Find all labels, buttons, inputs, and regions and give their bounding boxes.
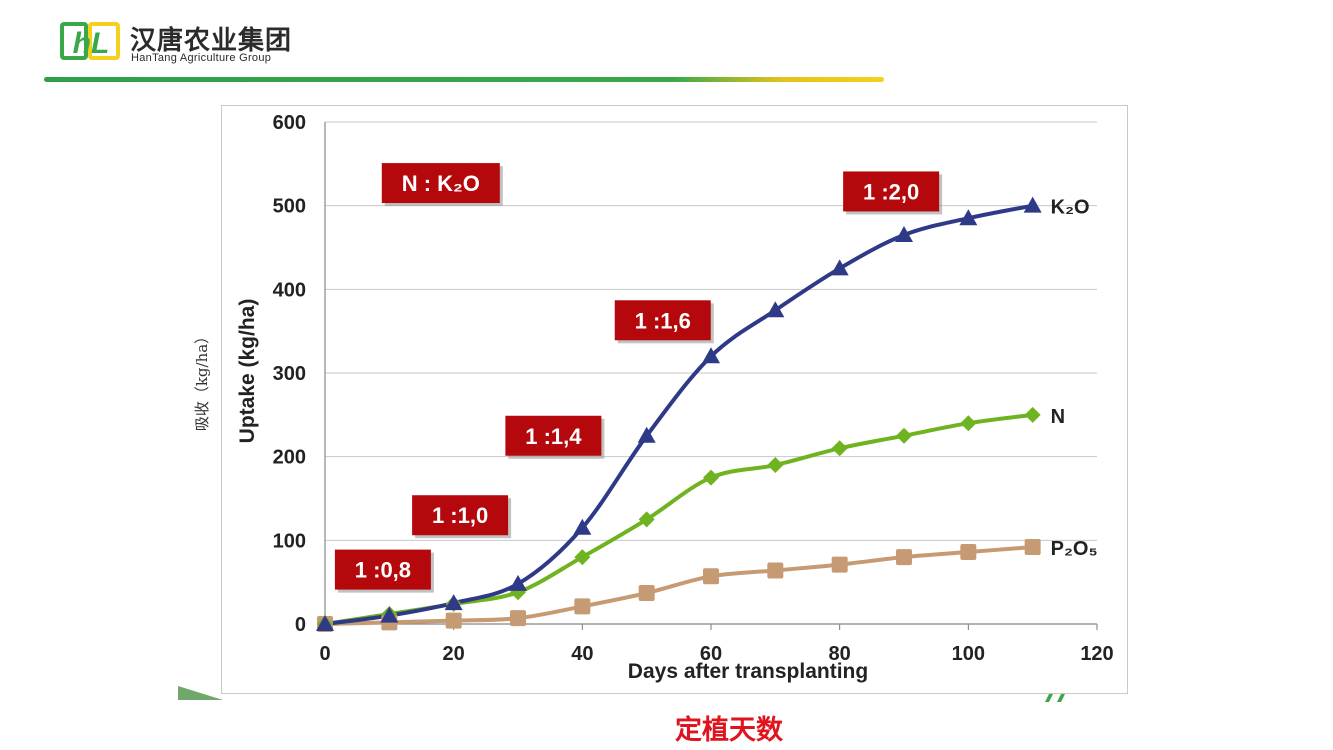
- annotation-text-2: 1 :1,0: [432, 503, 488, 528]
- y-tick-label-300: 300: [273, 363, 306, 385]
- y-tick-label-0: 0: [295, 614, 306, 636]
- footer-days-label: 定植天数: [675, 715, 783, 746]
- series-label-2: P₂O₅: [1051, 538, 1098, 560]
- marker-s0-80: [830, 259, 849, 276]
- ratio-annotation-4: 1 :1,6: [614, 300, 714, 344]
- ratio-annotation-5: 1 :2,0: [843, 171, 943, 215]
- x-tick-labels: 0 20 40 60 80 100 120: [319, 643, 1113, 665]
- decorative-green-wedge-icon: [178, 686, 223, 700]
- marker-s0-20: [444, 594, 463, 611]
- y-tick-label-400: 400: [273, 279, 306, 301]
- header-divider: [44, 77, 884, 82]
- series-label-1: N: [1051, 406, 1065, 428]
- marker-s1-60: [703, 469, 719, 486]
- marker-s0-110: [1023, 196, 1042, 213]
- marker-s2-60: [703, 568, 719, 585]
- marker-s1-110: [1024, 406, 1041, 423]
- y-axis-label: Uptake (kg/ha): [236, 299, 259, 444]
- company-name-cn: 汉唐农业集团: [130, 26, 293, 56]
- marker-s1-50: [638, 511, 655, 528]
- chart-frame: 0 100 200 300 400 500 600 0 20 40 60 80 100 120 P₂O₅…: [221, 105, 1128, 694]
- annotation-text-3: 1 :1,4: [525, 424, 582, 449]
- ratio-annotation-2: 1 :1,0: [412, 495, 512, 539]
- annotation-box-0: [381, 163, 500, 204]
- annotation-text-0: N : K₂O: [402, 171, 480, 196]
- marker-s0-60: [702, 347, 720, 364]
- logo-mark-icon: hL: [60, 22, 120, 60]
- marker-s2-90: [896, 549, 912, 566]
- y-tick-label-500: 500: [273, 196, 306, 218]
- uptake-line-chart: 0 100 200 300 400 500 600 0 20 40 60 80 100 120 P₂O₅…: [236, 112, 1114, 683]
- company-logo: hL 汉唐农业集团 HanTang Agriculture Group: [60, 20, 320, 68]
- x-tick-label-100: 100: [952, 643, 985, 665]
- ratio-annotation-0: N : K₂O: [381, 163, 503, 207]
- marker-s2-80: [831, 556, 848, 573]
- cn-y-axis-label: 吸收（kg/ha）: [193, 329, 211, 431]
- annotation-box-3: [505, 415, 602, 456]
- marker-s1-80: [831, 440, 848, 457]
- company-name-en: HanTang Agriculture Group: [131, 52, 272, 64]
- annotation-box-1: [334, 549, 431, 590]
- y-tick-label-600: 600: [273, 112, 306, 134]
- marker-s0-30: [509, 574, 527, 591]
- annotation-box-4: [614, 300, 711, 341]
- marker-s2-50: [638, 585, 655, 602]
- series-markers: [316, 196, 1042, 632]
- series-end-labels: P₂O₅ N K₂O: [1051, 197, 1098, 560]
- y-tick-label-200: 200: [273, 447, 306, 469]
- marker-s0-90: [895, 225, 913, 242]
- x-tick-label-40: 40: [571, 643, 593, 665]
- marker-s0-100: [959, 209, 978, 226]
- x-tick-label-20: 20: [443, 643, 465, 665]
- x-axis-label: Days after transplanting: [628, 660, 868, 683]
- series-label-0: K₂O: [1051, 197, 1090, 219]
- marker-s2-40: [574, 598, 591, 615]
- ratio-annotations: N : K₂O 1 :0,8 1 :1,0 1 :1,4 1 :1,6 1 :2,0: [334, 163, 943, 593]
- marker-s2-70: [767, 562, 784, 579]
- annotation-text-1: 1 :0,8: [355, 558, 411, 583]
- marker-s1-100: [960, 415, 977, 432]
- marker-s2-100: [960, 544, 977, 561]
- annotation-box-2: [412, 495, 509, 536]
- x-tick-label-120: 120: [1080, 643, 1113, 665]
- annotation-text-4: 1 :1,6: [635, 308, 691, 333]
- y-tick-label-100: 100: [273, 530, 306, 552]
- marker-s1-40: [574, 549, 591, 566]
- x-tick-label-60: 60: [700, 643, 722, 665]
- cn-y-axis-label-container: 吸收（kg/ha）: [193, 329, 211, 431]
- grid-lines: [325, 121, 1097, 541]
- marker-s1-70: [767, 457, 784, 474]
- logo-letters: hL: [73, 27, 110, 60]
- annotation-box-5: [843, 171, 940, 212]
- marker-s2-30: [510, 610, 526, 627]
- annotation-text-5: 1 :2,0: [863, 179, 919, 204]
- marker-s0-40: [573, 518, 592, 535]
- marker-s0-50: [637, 426, 656, 443]
- x-tick-label-0: 0: [319, 643, 330, 665]
- marker-s0-0: [316, 615, 334, 631]
- marker-s1-90: [896, 427, 912, 444]
- ratio-annotation-1: 1 :0,8: [334, 549, 434, 593]
- ratio-annotation-3: 1 :1,4: [505, 415, 605, 459]
- marker-s2-20: [445, 612, 462, 629]
- y-tick-labels: 0 100 200 300 400 500 600: [273, 112, 306, 636]
- marker-s0-10: [380, 606, 399, 623]
- marker-s2-110: [1024, 539, 1041, 556]
- x-tick-label-80: 80: [829, 643, 851, 665]
- marker-s0-70: [766, 301, 785, 318]
